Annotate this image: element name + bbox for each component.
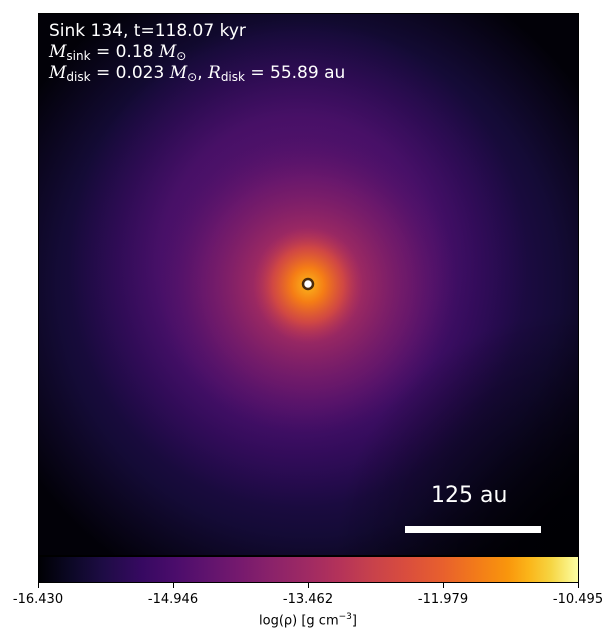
- colorbar-tick-label: -16.430: [12, 592, 64, 607]
- caption-title: Sink 134, t=118.07 kyr: [49, 21, 246, 41]
- colorbar: [38, 556, 579, 583]
- colorbar-tick-label: -10.495: [552, 592, 604, 607]
- colorbar-tick: [578, 583, 579, 588]
- colorbar-tick-label: -14.946: [147, 592, 199, 607]
- colorbar-tick: [308, 583, 309, 588]
- colorbar-tick-label: -13.462: [282, 592, 334, 607]
- caption-disk-properties: Mdisk = 0.023 M⊙, Rdisk = 55.89 au: [49, 63, 346, 84]
- colorbar-tick: [38, 583, 39, 588]
- colorbar-tick: [173, 583, 174, 588]
- colorbar-tick-label: -11.979: [417, 592, 469, 607]
- colorbar-label: log(ρ) [g cm−3]: [259, 612, 357, 629]
- scalebar: [405, 526, 541, 533]
- density-map-image: [39, 14, 578, 555]
- caption-sink-mass: Msink = 0.18 M⊙: [49, 42, 187, 63]
- scalebar-label: 125 au: [431, 483, 508, 508]
- colorbar-tick: [443, 583, 444, 588]
- sink-marker: [301, 277, 315, 291]
- sink-caption: Sink 134, t=118.07 kyr Msink = 0.18 M⊙ M…: [49, 21, 345, 84]
- density-map: Sink 134, t=118.07 kyr Msink = 0.18 M⊙ M…: [38, 13, 579, 556]
